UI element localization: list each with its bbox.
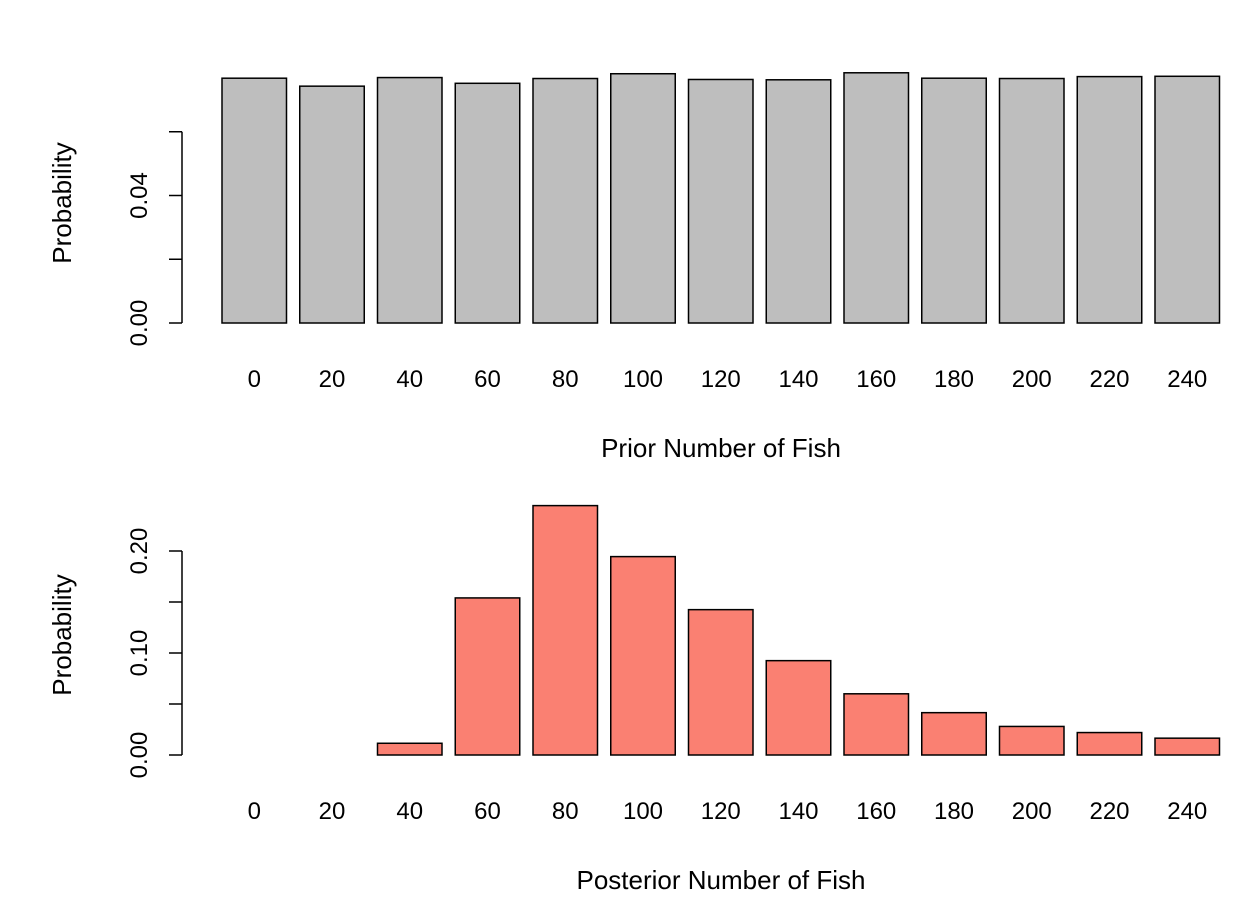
prior-x-tick-label: 0: [248, 366, 261, 393]
posterior-bar-140: [765, 659, 832, 756]
prior-y-axis: 0.00 0.04: [126, 131, 183, 347]
posterior-y-tick-label: 0.00: [126, 732, 153, 779]
posterior-x-tick-label: 20: [319, 798, 346, 825]
prior-x-tick-labels: 0 20 40 60 80 100 120 140 160 180 200 220 240: [248, 366, 1208, 393]
prior-x-tick-label: 60: [474, 366, 501, 393]
prior-bar-140: [765, 79, 832, 324]
prior-x-tick-label: 180: [934, 366, 974, 393]
prior-bar-60: [454, 82, 521, 324]
posterior-x-tick-label: 180: [934, 798, 974, 825]
posterior-chart-panel: 0.00 0.10 0.20 0 20 40 60 80 100 120 140 160 180 200…: [47, 504, 1221, 895]
prior-x-tick-label: 40: [396, 366, 423, 393]
prior-bars: [221, 72, 1221, 324]
posterior-x-tick-label: 140: [778, 798, 818, 825]
posterior-x-tick-label: 0: [248, 798, 261, 825]
prior-y-axis-title: Probability: [47, 142, 77, 263]
posterior-bar-160: [843, 693, 910, 756]
prior-x-tick-label: 140: [778, 366, 818, 393]
prior-x-tick-label: 20: [319, 366, 346, 393]
posterior-y-tick-label: 0.10: [126, 630, 153, 677]
posterior-bars: [376, 504, 1221, 756]
posterior-x-tick-label: 60: [474, 798, 501, 825]
posterior-x-tick-label: 100: [623, 798, 663, 825]
prior-bar-240: [1154, 75, 1221, 324]
posterior-bar-120: [687, 608, 754, 756]
prior-x-tick-label: 240: [1167, 366, 1207, 393]
posterior-x-tick-label: 220: [1089, 798, 1129, 825]
posterior-y-tick-label: 0.20: [126, 528, 153, 575]
posterior-bar-40: [376, 742, 443, 756]
prior-x-tick-label: 220: [1089, 366, 1129, 393]
prior-bar-0: [221, 77, 288, 324]
posterior-bar-100: [610, 555, 676, 756]
posterior-x-tick-label: 80: [552, 798, 579, 825]
posterior-x-tick-labels: 0 20 40 60 80 100 120 140 160 180 200 220 240: [248, 798, 1208, 825]
prior-x-tick-label: 80: [552, 366, 579, 393]
posterior-bar-60: [454, 597, 521, 756]
posterior-x-tick-label: 40: [396, 798, 423, 825]
prior-bar-220: [1076, 75, 1143, 324]
posterior-bar-240: [1154, 737, 1221, 756]
posterior-bar-180: [921, 711, 987, 756]
posterior-bar-220: [1076, 731, 1143, 756]
posterior-x-tick-label: 240: [1167, 798, 1207, 825]
posterior-x-tick-label: 200: [1012, 798, 1052, 825]
prior-bar-180: [921, 77, 987, 324]
prior-bar-20: [299, 85, 365, 324]
prior-bar-100: [610, 72, 676, 324]
prior-x-tick-label: 100: [623, 366, 663, 393]
posterior-x-tick-label: 120: [701, 798, 741, 825]
posterior-y-axis-title: Probability: [47, 574, 77, 695]
prior-bar-160: [843, 72, 910, 324]
prior-bar-200: [998, 77, 1065, 324]
prior-bar-80: [532, 77, 599, 324]
posterior-bar-200: [998, 725, 1065, 756]
prior-x-tick-label: 160: [856, 366, 896, 393]
posterior-bar-80: [532, 504, 599, 756]
prior-y-tick-label: 0.04: [126, 172, 153, 219]
posterior-x-axis-title: Posterior Number of Fish: [577, 865, 866, 895]
prior-x-tick-label: 200: [1012, 366, 1052, 393]
prior-bar-40: [376, 76, 443, 324]
prior-bar-120: [687, 78, 754, 324]
prior-y-tick-label: 0.00: [126, 300, 153, 347]
prior-x-tick-label: 120: [701, 366, 741, 393]
prior-x-axis-title: Prior Number of Fish: [601, 433, 841, 463]
prior-chart-panel: 0.00 0.04 0 20 40 60 80 100 120 140 160 180 200 220 2…: [47, 72, 1221, 463]
posterior-x-tick-label: 160: [856, 798, 896, 825]
posterior-y-axis: 0.00 0.10 0.20: [126, 528, 183, 779]
